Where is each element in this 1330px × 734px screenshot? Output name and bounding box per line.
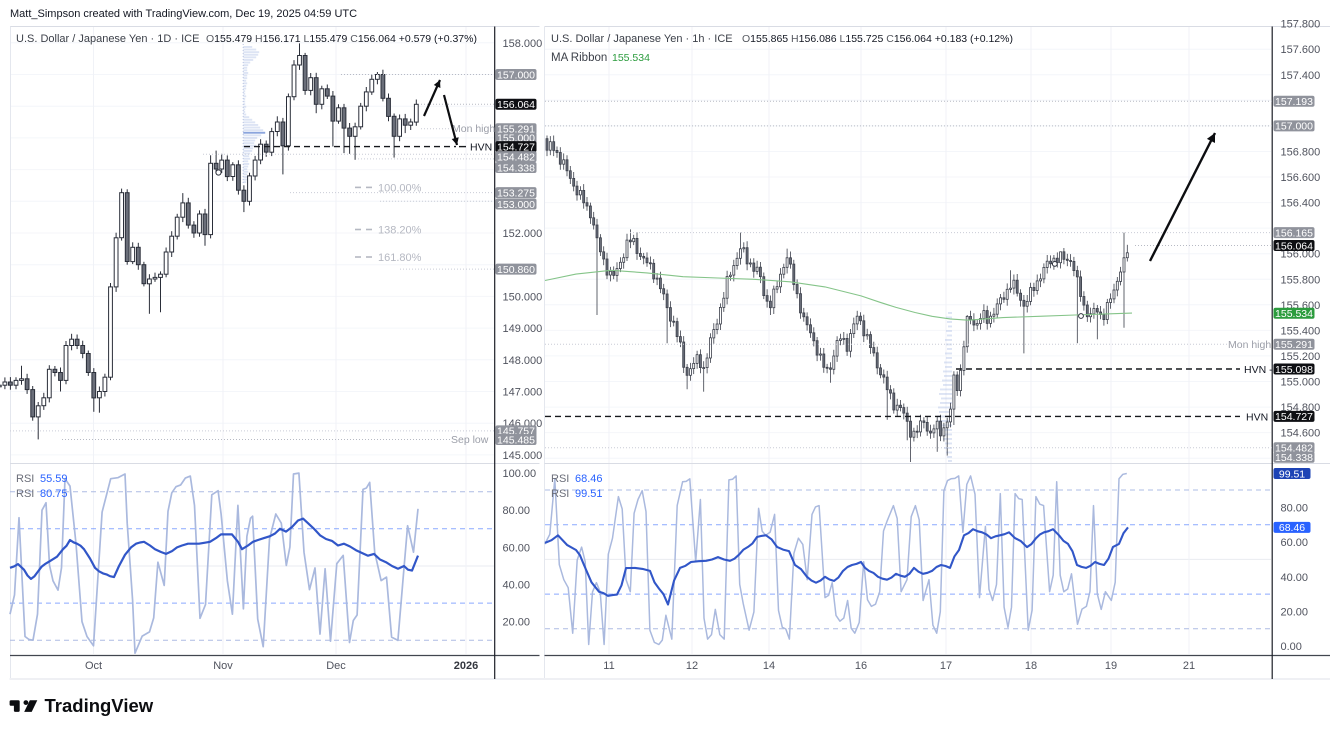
svg-text:147.000: 147.000: [503, 387, 543, 399]
svg-text:Sep low: Sep low: [451, 434, 489, 446]
svg-text:RSI: RSI: [551, 488, 569, 500]
svg-text:150.000: 150.000: [503, 291, 543, 303]
svg-text:80.75: 80.75: [40, 488, 68, 500]
svg-text:138.20%: 138.20%: [378, 225, 422, 237]
svg-text:148.000: 148.000: [503, 355, 543, 367]
svg-text:MA Ribbon: MA Ribbon: [551, 52, 607, 64]
svg-text:RSI: RSI: [551, 473, 569, 485]
svg-text:0.00: 0.00: [1281, 641, 1302, 653]
svg-text:154.727: 154.727: [497, 141, 535, 153]
svg-text:14: 14: [763, 660, 775, 672]
svg-text:156.165: 156.165: [1275, 227, 1313, 239]
svg-text:157.600: 157.600: [1281, 44, 1321, 56]
svg-text:21: 21: [1183, 660, 1195, 672]
svg-text:TradingView: TradingView: [45, 695, 154, 716]
svg-text:U.S. Dollar / Japanese Yen · 1: U.S. Dollar / Japanese Yen · 1D · ICE: [16, 33, 199, 45]
svg-text:HVN -: HVN -: [1244, 364, 1273, 376]
svg-text:O155.865 H156.086 L155.725 C15: O155.865 H156.086 L155.725 C156.064 +0.1…: [742, 33, 1013, 45]
svg-text:150.860: 150.860: [497, 264, 535, 276]
svg-text:155.534: 155.534: [612, 52, 650, 64]
svg-text:149.000: 149.000: [503, 323, 543, 335]
svg-text:100.00%: 100.00%: [378, 182, 422, 194]
svg-text:HVN: HVN: [1246, 411, 1268, 423]
svg-text:99.51: 99.51: [575, 488, 603, 500]
svg-text:20.00: 20.00: [503, 617, 531, 629]
svg-text:2026: 2026: [454, 660, 478, 672]
svg-text:80.00: 80.00: [1281, 502, 1309, 514]
svg-text:40.00: 40.00: [503, 580, 531, 592]
svg-text:155.291: 155.291: [497, 123, 535, 135]
svg-text:156.600: 156.600: [1281, 172, 1321, 184]
svg-text:155.534: 155.534: [1275, 308, 1313, 320]
svg-text:Dec: Dec: [326, 660, 346, 672]
svg-text:154.338: 154.338: [1275, 452, 1313, 464]
svg-text:18: 18: [1025, 660, 1037, 672]
svg-text:68.46: 68.46: [575, 473, 603, 485]
svg-text:156.000: 156.000: [1281, 249, 1321, 261]
svg-text:145.485: 145.485: [497, 434, 535, 446]
svg-text:Oct: Oct: [85, 660, 102, 672]
svg-text:154.338: 154.338: [497, 162, 535, 174]
svg-text:156.400: 156.400: [1281, 198, 1321, 210]
svg-text:154.482: 154.482: [497, 151, 535, 163]
svg-text:153.275: 153.275: [497, 187, 535, 199]
svg-text:158.000: 158.000: [503, 38, 543, 50]
svg-text:157.193: 157.193: [1275, 96, 1313, 108]
svg-text:60.00: 60.00: [503, 542, 531, 554]
svg-text:157.000: 157.000: [1275, 121, 1313, 133]
svg-text:11: 11: [603, 660, 614, 672]
svg-text:19: 19: [1105, 660, 1117, 672]
svg-text:155.000: 155.000: [1281, 377, 1321, 389]
svg-text:HVN: HVN: [470, 142, 492, 154]
svg-text:Mon high: Mon high: [1228, 339, 1271, 351]
svg-text:Mon high: Mon high: [452, 123, 495, 135]
svg-text:100.00: 100.00: [503, 468, 537, 480]
svg-text:157.400: 157.400: [1281, 70, 1321, 82]
svg-text:155.098: 155.098: [1275, 364, 1313, 376]
svg-text:U.S. Dollar / Japanese Yen · 1: U.S. Dollar / Japanese Yen · 1h · ICE: [551, 33, 733, 45]
svg-text:80.00: 80.00: [503, 505, 531, 517]
svg-text:Matt_Simpson created with Trad: Matt_Simpson created with TradingView.co…: [10, 8, 357, 20]
svg-text:20.00: 20.00: [1281, 606, 1309, 618]
svg-text:155.400: 155.400: [1281, 325, 1321, 337]
svg-text:157.000: 157.000: [497, 69, 535, 81]
svg-text:RSI: RSI: [16, 488, 34, 500]
svg-text:153.000: 153.000: [497, 199, 535, 211]
svg-text:156.064: 156.064: [497, 99, 535, 111]
svg-text:O155.479 H156.171 L155.479 C15: O155.479 H156.171 L155.479 C156.064 +0.5…: [206, 33, 477, 45]
svg-text:Nov: Nov: [213, 660, 233, 672]
svg-text:156.064: 156.064: [1275, 240, 1313, 252]
svg-text:16: 16: [855, 660, 867, 672]
svg-text:152.000: 152.000: [503, 228, 543, 240]
svg-text:161.80%: 161.80%: [378, 252, 422, 264]
svg-text:55.59: 55.59: [40, 473, 68, 485]
svg-text:145.000: 145.000: [503, 450, 543, 462]
svg-text:155.800: 155.800: [1281, 274, 1321, 286]
svg-text:99.51: 99.51: [1279, 468, 1305, 480]
svg-text:156.800: 156.800: [1281, 146, 1321, 158]
svg-text:40.00: 40.00: [1281, 572, 1309, 584]
svg-text:68.46: 68.46: [1279, 522, 1305, 534]
svg-text:155.291: 155.291: [1275, 339, 1313, 351]
svg-text:17: 17: [940, 660, 952, 672]
svg-text:154.727: 154.727: [1275, 411, 1313, 423]
svg-text:154.600: 154.600: [1281, 428, 1321, 440]
svg-text:155.200: 155.200: [1281, 351, 1321, 363]
svg-text:60.00: 60.00: [1281, 537, 1309, 549]
svg-text:157.800: 157.800: [1281, 19, 1321, 31]
svg-text:154.482: 154.482: [1275, 443, 1313, 455]
svg-text:12: 12: [686, 660, 698, 672]
svg-text:RSI: RSI: [16, 473, 34, 485]
